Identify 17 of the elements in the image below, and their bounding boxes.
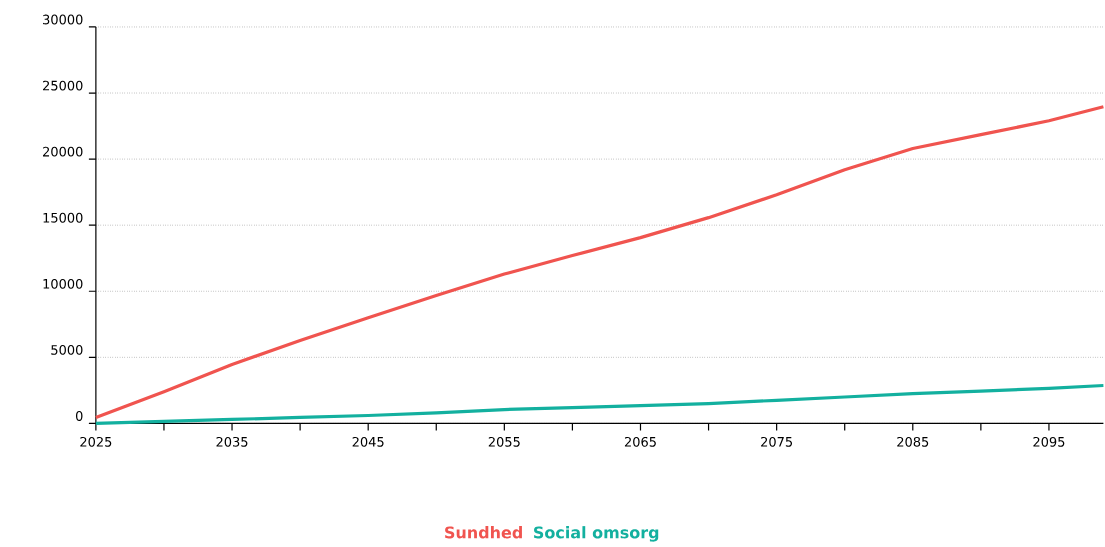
y-tick-label: 0 [75,410,83,421]
y-tick-label: 30000 [43,14,83,25]
x-tick-label: 2065 [624,436,656,447]
x-tick-label: 2025 [80,436,112,447]
y-tick-label: 15000 [43,212,83,223]
y-tick-label: 25000 [43,80,83,91]
x-tick-label: 2085 [897,436,929,447]
y-tick-label: 20000 [43,146,83,157]
x-tick-label: 2055 [488,436,520,447]
text: Social omsorg [534,526,659,542]
x-tick-label: 2035 [216,436,248,447]
x-tick-label: 2095 [1033,436,1065,447]
y-tick-label: 10000 [43,278,83,289]
y-tick-label: 5000 [51,344,83,355]
text: Sundhed [445,526,522,539]
x-tick-label: 2075 [761,436,793,447]
x-tick-label: 2045 [352,436,384,447]
